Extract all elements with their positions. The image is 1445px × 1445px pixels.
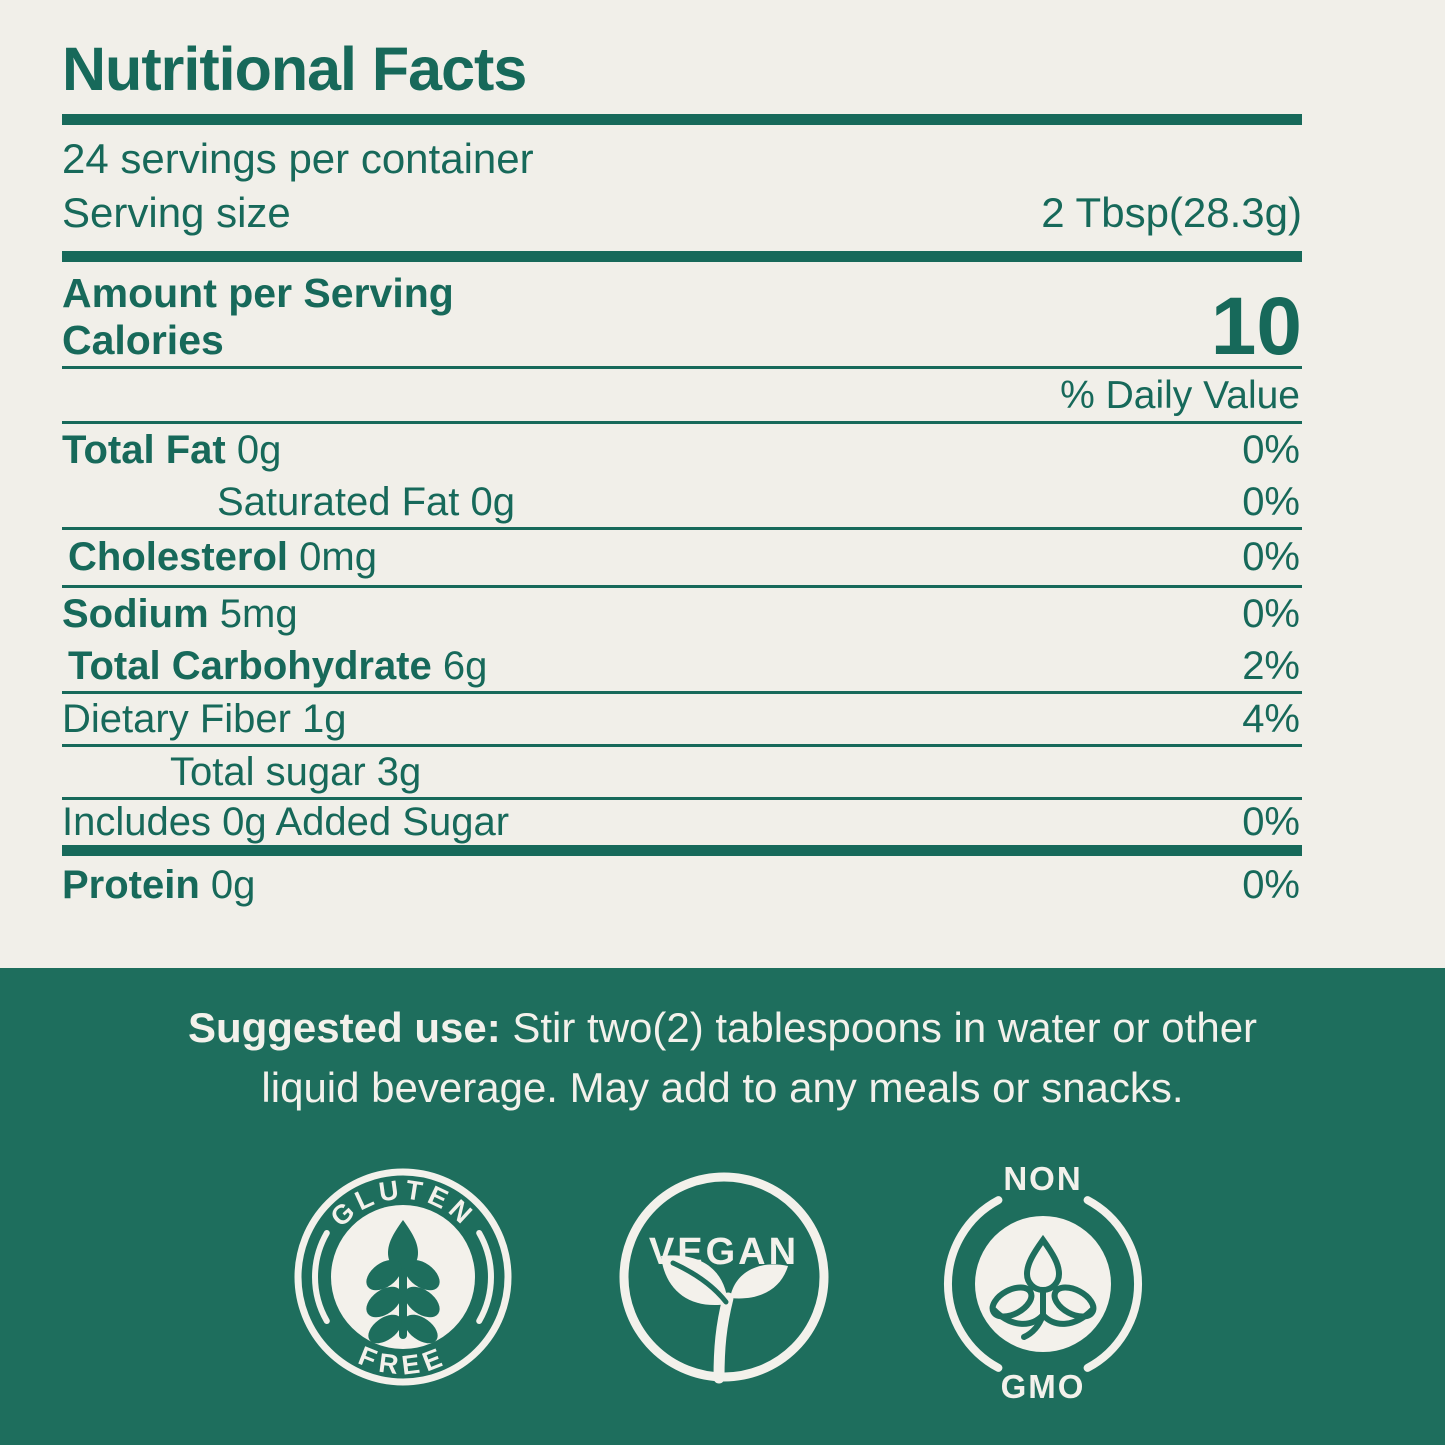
nutrient-rest: 0mg — [288, 535, 377, 579]
vegan-badge: VEGAN — [619, 1172, 829, 1384]
nutrient-row: Cholesterol 0mg 0% — [62, 530, 1302, 588]
nutrient-name: Cholesterol 0mg — [62, 535, 377, 580]
nutrient-daily-value: 0% — [1242, 535, 1300, 579]
nutrient-name: Protein 0g — [62, 863, 255, 908]
sprout-icon — [661, 1255, 788, 1384]
nutrient-daily-value: 2% — [1242, 643, 1300, 688]
nutrient-rest: 0g — [225, 428, 282, 472]
non-gmo-badge: NON GMO — [943, 1160, 1143, 1402]
nutrient-row: Total Carbohydrate 6g 2% — [62, 641, 1302, 694]
nutrient-bold: Total Carbohydrate — [68, 643, 432, 688]
nutrition-facts-title: Nutritional Facts — [62, 35, 527, 103]
nutrient-row: Includes 0g Added Sugar 0% — [62, 800, 1302, 856]
nutrient-name: Total sugar 3g — [62, 750, 421, 795]
amount-per-serving-label: Amount per Serving — [62, 270, 454, 316]
gluten-free-badge: GLUTEN FREE — [294, 1168, 512, 1386]
serving-size-row: Serving size 2 Tbsp(28.3g) — [62, 187, 1302, 251]
suggested-use-band: Suggested use: Stir two(2) tablespoons i… — [0, 968, 1445, 1445]
calories-block: Amount per Serving Calories 10 — [62, 262, 1302, 369]
plant-icon — [989, 1234, 1097, 1340]
nutrient-rest: Total sugar 3g — [170, 749, 422, 794]
nutrient-rest: 5mg — [208, 592, 298, 636]
wheat-icon — [366, 1220, 440, 1344]
suggested-use-line2: liquid beverage. May add to any meals or… — [261, 1064, 1184, 1111]
nutrition-facts-panel: Nutritional Facts 24 servings per contai… — [62, 0, 1302, 914]
nutrient-row: Dietary Fiber 1g 4% — [62, 694, 1302, 747]
nutrient-name: Total Carbohydrate 6g — [62, 644, 487, 689]
nutrient-daily-value: 0% — [1242, 592, 1300, 636]
nutrient-name: Total Fat 0g — [62, 428, 281, 473]
non-text: NON — [1003, 1160, 1082, 1197]
calories-labels: Amount per Serving Calories — [62, 270, 454, 364]
nutrient-name: Sodium 5mg — [62, 592, 298, 637]
nutrient-rest: Saturated Fat 0g — [217, 479, 515, 524]
daily-value-header: % Daily Value — [62, 369, 1302, 424]
title-divider-bar — [62, 114, 1302, 125]
nutrient-row: Saturated Fat 0g 0% — [62, 477, 1302, 530]
nutrient-name: Includes 0g Added Sugar — [62, 800, 509, 845]
nutrient-row: Total Fat 0g 0% — [62, 424, 1302, 477]
nutrient-row: Total sugar 3g — [62, 747, 1302, 800]
nutrient-bold: Total Fat — [62, 428, 226, 472]
nutrient-daily-value: 0% — [1242, 479, 1300, 524]
suggested-use-prefix: Suggested use: — [187, 1004, 501, 1051]
nutrient-rest: 6g — [431, 643, 488, 688]
nutrient-rest: Includes 0g Added Sugar — [62, 800, 510, 844]
nutrient-name: Dietary Fiber 1g — [62, 697, 347, 742]
servings-per-container: 24 servings per container — [62, 135, 534, 182]
nutrient-daily-value: 0% — [1242, 428, 1300, 472]
calories-label: Calories — [62, 317, 224, 363]
nutrient-row: Protein 0g 0% — [62, 856, 1302, 914]
nutrient-bold: Cholesterol — [68, 535, 289, 579]
serving-size-value: 2 Tbsp(28.3g) — [1041, 189, 1302, 236]
calories-value: 10 — [1210, 281, 1302, 372]
suggested-use-text: Suggested use: Stir two(2) tablespoons i… — [0, 968, 1445, 1118]
nutrient-rest: 0g — [199, 862, 256, 907]
nutrient-rest: Dietary Fiber 1g — [62, 696, 347, 741]
nutrient-row: Sodium 5mg 0% — [62, 588, 1302, 641]
nutrient-daily-value: 4% — [1242, 696, 1300, 741]
serving-size-label: Serving size — [62, 189, 291, 236]
badges-row: GLUTEN FREE — [0, 1152, 1445, 1402]
nutrient-bold: Sodium — [62, 592, 209, 636]
nutrient-daily-value: 0% — [1242, 800, 1300, 844]
nutrient-daily-value: 0% — [1242, 862, 1300, 907]
nutrient-bold: Protein — [62, 862, 200, 907]
nutrient-name: Saturated Fat 0g — [62, 480, 515, 525]
gmo-text: GMO — [1001, 1368, 1086, 1402]
nutrient-rows: Total Fat 0g 0% Saturated Fat 0g 0% Chol… — [62, 424, 1302, 914]
suggested-use-line1: Stir two(2) tablespoons in water or othe… — [500, 1004, 1258, 1051]
serving-divider-bar — [62, 251, 1302, 262]
